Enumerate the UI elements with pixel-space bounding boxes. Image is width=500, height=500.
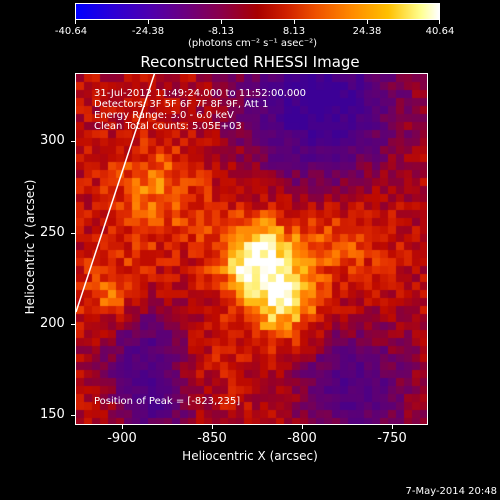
x-axis-title: Heliocentric X (arcsec) — [182, 449, 318, 463]
colorbar — [75, 3, 440, 20]
colorbar-tick — [221, 20, 222, 24]
x-tick — [122, 425, 123, 429]
colorbar-tick — [148, 20, 149, 24]
colorbar-label-0: -40.64 — [54, 26, 88, 37]
y-tick-label-250: 250 — [40, 225, 65, 240]
colorbar-label-3: 8.13 — [282, 26, 306, 37]
y-axis-title: Heliocentric Y (arcsec) — [23, 179, 37, 315]
y-tick-label-150: 150 — [40, 407, 65, 422]
y-tick — [71, 324, 75, 325]
date-stamp: 7-May-2014 20:48 — [405, 486, 497, 497]
y-tick — [71, 233, 75, 234]
info-energy: Energy Range: 3.0 - 6.0 keV — [94, 110, 234, 121]
y-tick — [71, 141, 75, 142]
plot-area: 31-Jul-2012 11:49:24.000 to 11:52:00.000… — [75, 73, 428, 425]
plot-title: Reconstructed RHESSI Image — [140, 53, 360, 71]
solar-limb-line — [76, 74, 156, 313]
x-tick — [392, 425, 393, 429]
info-time-range: 31-Jul-2012 11:49:24.000 to 11:52:00.000 — [94, 88, 306, 99]
colorbar-label-5: 40.64 — [425, 26, 455, 37]
colorbar-tick — [75, 20, 76, 24]
x-tick-label--800: -800 — [287, 431, 317, 446]
colorbar-label-4: 24.38 — [352, 26, 382, 37]
limb-overlay — [76, 74, 156, 313]
info-clean: Clean Total counts: 5.05E+03 — [94, 121, 242, 132]
colorbar-label-1: -24.38 — [131, 26, 165, 37]
x-tick — [212, 425, 213, 429]
colorbar-label-2: -8.13 — [208, 26, 234, 37]
y-tick — [71, 415, 75, 416]
x-tick — [302, 425, 303, 429]
y-tick-label-300: 300 — [40, 133, 65, 148]
x-tick-label--900: -900 — [107, 431, 137, 446]
y-tick-label-200: 200 — [40, 316, 65, 331]
colorbar-tick — [439, 20, 440, 24]
info-detectors: Detectors: 3F 5F 6F 7F 8F 9F, Att 1 — [94, 99, 269, 110]
x-tick-label--850: -850 — [197, 431, 227, 446]
colorbar-tick — [294, 20, 295, 24]
colorbar-unit: (photons cm⁻² s⁻¹ asec⁻²) — [188, 38, 318, 49]
info-peak: Position of Peak = [-823,235] — [94, 396, 241, 407]
colorbar-tick — [367, 20, 368, 24]
x-tick-label--750: -750 — [377, 431, 407, 446]
